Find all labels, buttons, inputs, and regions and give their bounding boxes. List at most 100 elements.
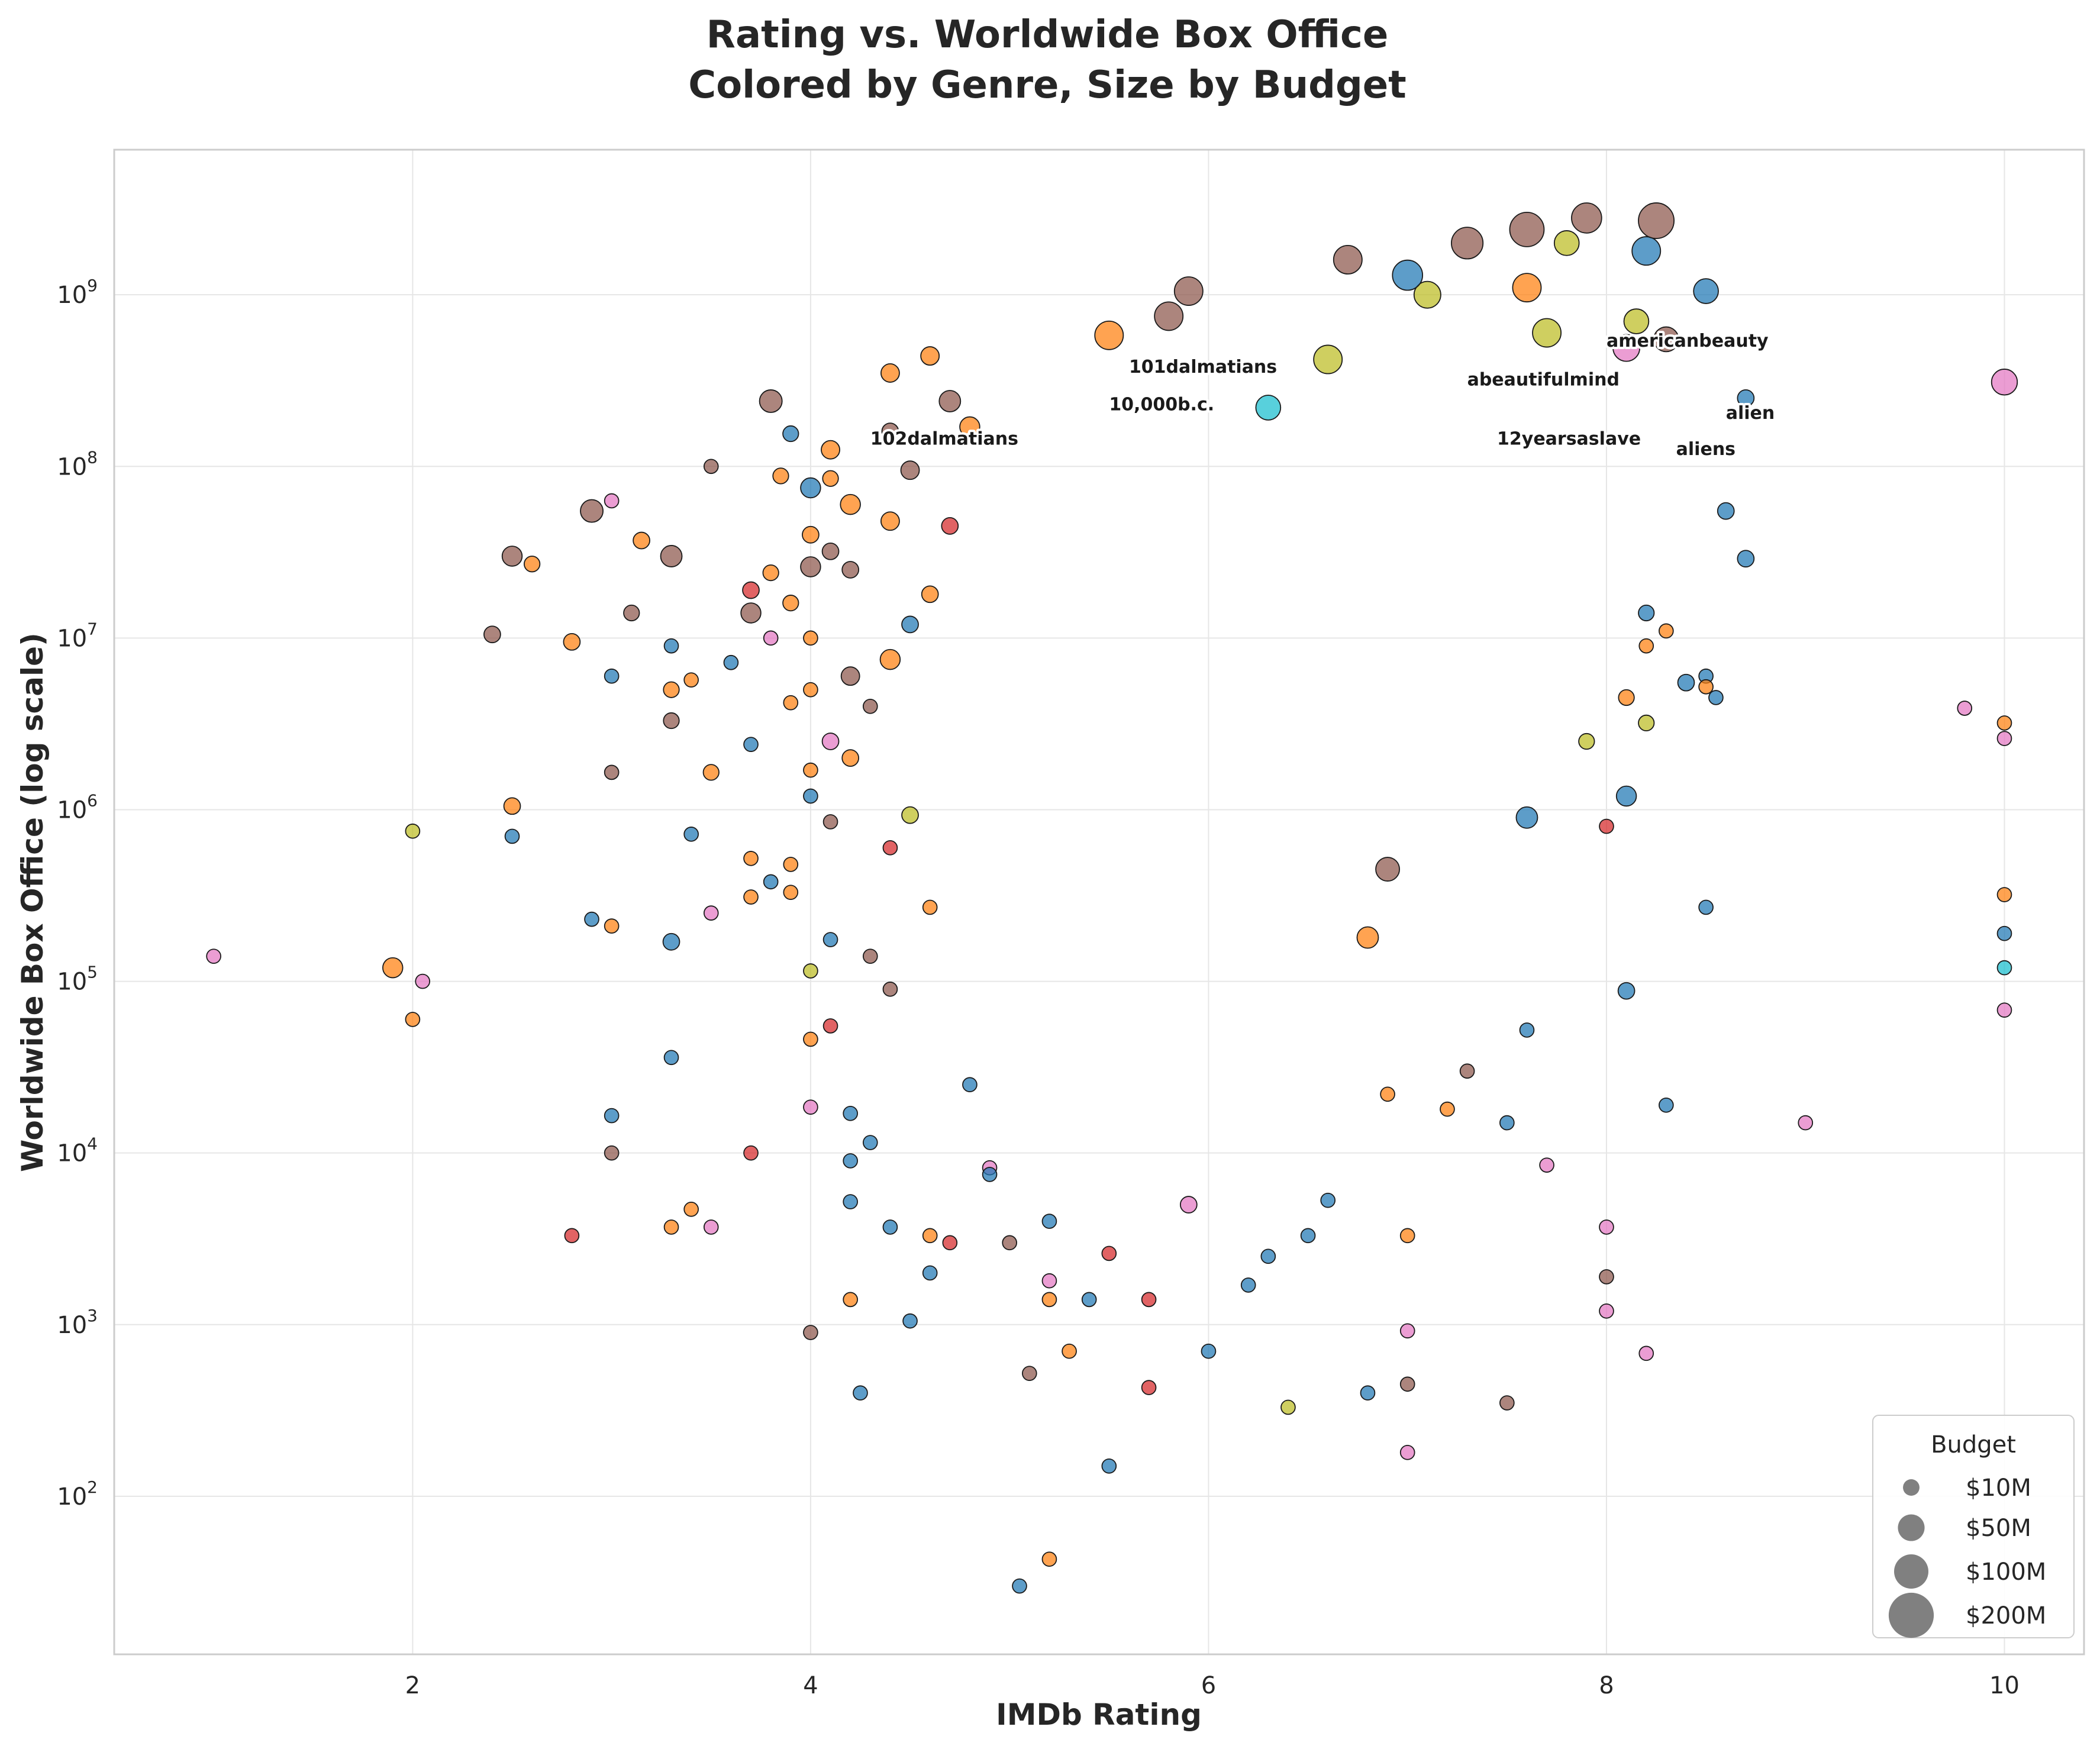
chart-subtitle: Colored by Genre, Size by Budget (688, 63, 1407, 107)
plot-area (114, 150, 2084, 1654)
data-point (803, 630, 818, 646)
annotation-label: 12yearsaslave (1497, 428, 1641, 449)
data-point (901, 615, 919, 634)
data-point (1717, 502, 1735, 520)
data-point (564, 1228, 580, 1244)
data-point (1659, 1097, 1674, 1113)
data-point (633, 531, 650, 550)
y-tick-label: 103 (57, 1306, 98, 1339)
data-point (1141, 1380, 1157, 1395)
data-point (1380, 1086, 1395, 1102)
data-point (1512, 273, 1542, 303)
data-point (783, 695, 799, 711)
budget-legend: Budget $10M $50M $100M $200M (1872, 1415, 2075, 1638)
data-point (740, 602, 762, 624)
x-axis-label: IMDb Rating (996, 1698, 1202, 1732)
data-point (1240, 1277, 1256, 1293)
data-point (663, 638, 679, 654)
y-tick-label: 104 (57, 1134, 98, 1167)
y-axis-label: Worldwide Box Office (log scale) (15, 633, 50, 1172)
data-point (1399, 1228, 1415, 1244)
data-point (703, 905, 719, 921)
data-point (1996, 715, 2012, 731)
data-point (840, 493, 861, 515)
data-point (800, 477, 821, 499)
data-point (1539, 1157, 1554, 1173)
x-tick-label: 8 (1599, 1672, 1614, 1699)
data-point (1991, 369, 2018, 396)
annotations: 101dalmatians 102dalmatians 10,000b.c. abea… (868, 328, 1777, 462)
annotation-label: abeautifulmind (1467, 370, 1620, 391)
data-point (1698, 899, 1714, 915)
data-point (663, 1050, 679, 1066)
legend-size-marker (1888, 1592, 1934, 1638)
data-point (1996, 960, 2012, 976)
data-point (1201, 1343, 1217, 1359)
data-point (783, 857, 799, 872)
data-point (1737, 550, 1755, 568)
data-point (1693, 278, 1719, 304)
legend-entry-label: $10M (1966, 1474, 2031, 1502)
data-point (743, 851, 759, 866)
data-point (1012, 1578, 1027, 1594)
data-point (503, 797, 521, 815)
data-point (1041, 1273, 1057, 1289)
data-point (1041, 1214, 1057, 1229)
data-point (1996, 925, 2012, 941)
data-point (762, 564, 779, 582)
data-point (405, 823, 421, 839)
data-point (1041, 1551, 1057, 1567)
data-point (1957, 701, 1973, 716)
data-point (982, 1167, 998, 1182)
data-point (1571, 202, 1602, 234)
data-point (683, 672, 699, 688)
data-point (803, 762, 818, 778)
data-point (902, 1313, 918, 1329)
data-point (604, 668, 620, 684)
data-point (822, 932, 838, 947)
data-point (1333, 245, 1363, 275)
data-point (1021, 1366, 1037, 1381)
data-point (415, 973, 431, 989)
annotation-label: 10,000b.c. (1109, 394, 1214, 415)
data-point (763, 874, 779, 890)
data-point (782, 595, 799, 612)
data-point (800, 556, 821, 577)
data-point (1798, 1115, 1814, 1131)
data-point (843, 1105, 858, 1121)
data-point (1375, 857, 1400, 882)
data-point (1515, 806, 1538, 829)
data-point (743, 737, 759, 752)
data-point (1519, 1022, 1535, 1038)
data-point (1356, 926, 1379, 949)
legend-size-marker (1894, 1554, 1928, 1589)
data-point (1623, 308, 1650, 334)
y-tick-label: 106 (57, 790, 98, 824)
data-point (604, 1145, 620, 1161)
data-point (604, 1108, 620, 1124)
data-point (938, 390, 962, 412)
data-point (962, 1077, 978, 1093)
data-point (763, 630, 779, 646)
data-point (1653, 326, 1679, 353)
y-tick-label: 109 (57, 276, 98, 309)
data-point (920, 346, 940, 366)
data-point (1360, 1385, 1376, 1401)
data-point (900, 460, 920, 480)
data-points (206, 202, 2018, 1594)
data-point (1101, 1458, 1117, 1474)
data-point (623, 604, 640, 622)
data-point (959, 416, 980, 438)
data-point (683, 827, 699, 842)
data-point (703, 1219, 719, 1235)
data-point (1737, 389, 1755, 407)
data-point (1638, 714, 1655, 732)
data-point (1399, 1444, 1415, 1460)
data-point (1260, 1248, 1276, 1264)
data-point (882, 982, 898, 997)
data-point (206, 948, 221, 964)
data-point (1617, 982, 1636, 1000)
x-tick-label: 2 (405, 1672, 420, 1699)
data-point (901, 806, 919, 824)
